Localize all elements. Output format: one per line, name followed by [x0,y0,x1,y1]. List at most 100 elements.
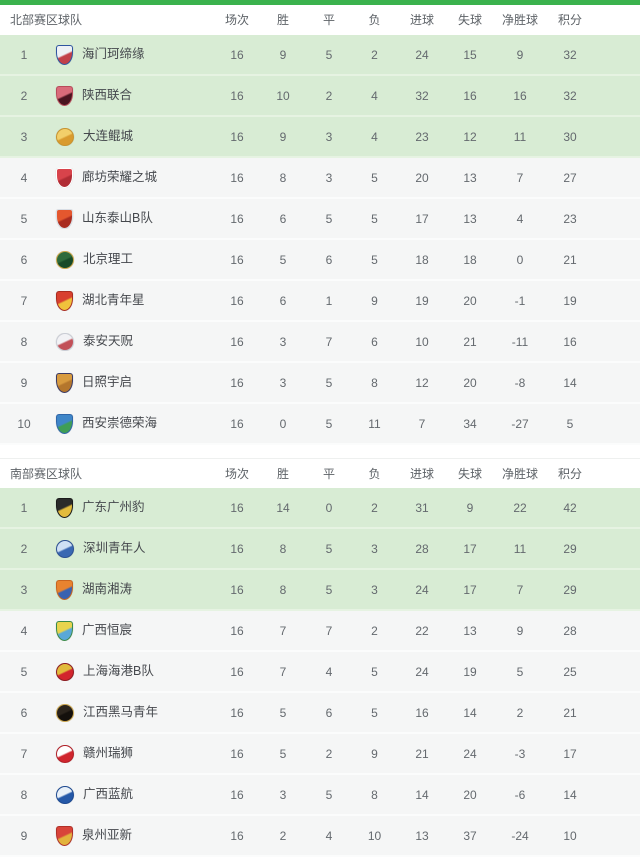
team-name: 广西蓝航 [83,787,134,802]
draws-cell: 3 [325,129,333,144]
goal-diff-cell: 2 [516,705,524,720]
losses-cell: 5 [371,664,378,679]
team-cell: 广东广州豹 [48,497,214,518]
team-name: 陕西联合 [82,88,133,103]
goals-for-cell: 24 [415,582,429,597]
draws-cell: 0 [325,500,333,515]
team-cell: 海门珂缔缘 [48,44,214,65]
goals-for-cell: 24 [415,664,429,679]
team-name: 日照宇启 [82,375,133,390]
draws-cell: 3 [325,170,333,185]
rank-cell: 9 [20,375,28,390]
team-cell: 大连鲲城 [48,127,214,146]
team-cell: 北京理工 [48,250,214,269]
played-cell: 16 [230,416,244,431]
team-name: 广西恒宸 [82,623,133,638]
losses-cell: 2 [371,623,378,638]
column-header-team: 球队 [58,466,83,481]
goal-diff-cell: 11 [513,541,527,556]
played-cell: 16 [230,88,244,103]
goals-for-cell: 12 [415,375,429,390]
wins-cell: 6 [279,293,287,308]
team-cell: 泰安天贶 [48,332,214,351]
rank-cell: 3 [20,129,28,144]
points-cell: 32 [563,88,577,103]
team-cell: 湖南湘涛 [48,579,214,600]
standings-row[interactable]: 1 广东广州豹 16 14 0 2 31 9 22 42 [0,488,640,529]
standings-row[interactable]: 9 日照宇启 16 3 5 8 12 20 -8 14 [0,363,640,404]
points-cell: 28 [563,623,577,638]
rank-cell: 8 [20,787,28,802]
goal-diff-cell: 11 [513,129,527,144]
team-cell: 陕西联合 [48,85,214,106]
standings-row[interactable]: 5 山东泰山B队 16 6 5 5 17 13 4 23 [0,199,640,240]
team-cell: 山东泰山B队 [48,208,214,229]
goals-for-cell: 19 [415,293,429,308]
standings-row[interactable]: 8 广西蓝航 16 3 5 8 14 20 -6 14 [0,775,640,816]
wins-cell: 5 [279,746,287,761]
standings-row[interactable]: 4 广西恒宸 16 7 7 2 22 13 9 28 [0,611,640,652]
goal-diff-cell: 0 [516,252,524,267]
played-cell: 16 [230,47,244,62]
standings-row[interactable]: 7 赣州瑞狮 16 5 2 9 21 24 -3 17 [0,734,640,775]
team-cell: 深圳青年人 [48,539,214,558]
losses-cell: 9 [371,293,378,308]
standings-row[interactable]: 5 上海海港B队 16 7 4 5 24 19 5 25 [0,652,640,693]
team-name: 泉州亚新 [82,828,133,843]
draws-cell: 5 [325,47,333,62]
standings-row[interactable]: 4 廊坊荣耀之城 16 8 3 5 20 13 7 27 [0,158,640,199]
team-name: 江西黑马青年 [83,705,159,720]
goals-against-cell: 15 [463,47,477,62]
draws-cell: 4 [325,828,333,843]
standings-row[interactable]: 9 泉州亚新 16 2 4 10 13 37 -24 10 [0,816,640,857]
wins-cell: 2 [279,828,287,843]
rank-cell: 4 [20,623,28,638]
played-cell: 16 [230,375,244,390]
standings-row[interactable]: 3 大连鲲城 16 9 3 4 23 12 11 30 [0,117,640,158]
points-cell: 29 [563,541,577,556]
team-name: 西安崇德荣海 [82,416,158,431]
team-cell: 西安崇德荣海 [48,413,214,434]
table-header-row-north: 北部赛区 球队 场次 胜 平 负 进球 失球 净胜球 积分 [0,5,640,35]
standings-row[interactable]: 2 深圳青年人 16 8 5 3 28 17 11 29 [0,529,640,570]
standings-row[interactable]: 8 泰安天贶 16 3 7 6 10 21 -11 16 [0,322,640,363]
points-cell: 23 [563,211,577,226]
wins-cell: 14 [276,500,290,515]
standings-row[interactable]: 6 江西黑马青年 16 5 6 5 16 14 2 21 [0,693,640,734]
wins-cell: 3 [279,375,287,390]
rank-cell: 8 [20,334,28,349]
team-name: 海门珂缔缘 [82,47,145,62]
standings-row[interactable]: 3 湖南湘涛 16 8 5 3 24 17 7 29 [0,570,640,611]
top-accent-bar [0,0,640,5]
played-cell: 16 [230,252,244,267]
team-logo-icon [56,85,73,106]
column-header-goals-for: 进球 [409,13,434,27]
standings-row[interactable]: 1 海门珂缔缘 16 9 5 2 24 15 9 32 [0,35,640,76]
losses-cell: 2 [371,47,378,62]
goals-against-cell: 13 [463,211,477,226]
goals-for-cell: 17 [415,211,429,226]
points-cell: 21 [563,252,577,267]
team-logo-icon [56,497,73,518]
points-cell: 14 [563,375,577,390]
wins-cell: 5 [279,252,287,267]
column-header-played: 场次 [224,466,249,481]
wins-cell: 6 [279,211,287,226]
standings-row[interactable]: 2 陕西联合 16 10 2 4 32 16 16 32 [0,76,640,117]
team-cell: 上海海港B队 [48,662,214,681]
played-cell: 16 [230,334,244,349]
standings-row[interactable]: 6 北京理工 16 5 6 5 18 18 0 21 [0,240,640,281]
goals-against-cell: 34 [463,416,477,431]
rank-cell: 6 [20,252,28,267]
goals-against-cell: 17 [463,582,477,597]
rank-cell: 3 [20,582,28,597]
goals-against-cell: 21 [463,334,477,349]
goals-for-cell: 23 [415,129,429,144]
column-header-goals-for: 进球 [409,466,434,481]
standings-row[interactable]: 7 湖北青年星 16 6 1 9 19 20 -1 19 [0,281,640,322]
goals-against-cell: 12 [463,129,477,144]
standings-row[interactable]: 10 西安崇德荣海 16 0 5 11 7 34 -27 5 [0,404,640,445]
goal-diff-cell: -27 [511,416,529,431]
column-header-points: 积分 [557,466,582,481]
